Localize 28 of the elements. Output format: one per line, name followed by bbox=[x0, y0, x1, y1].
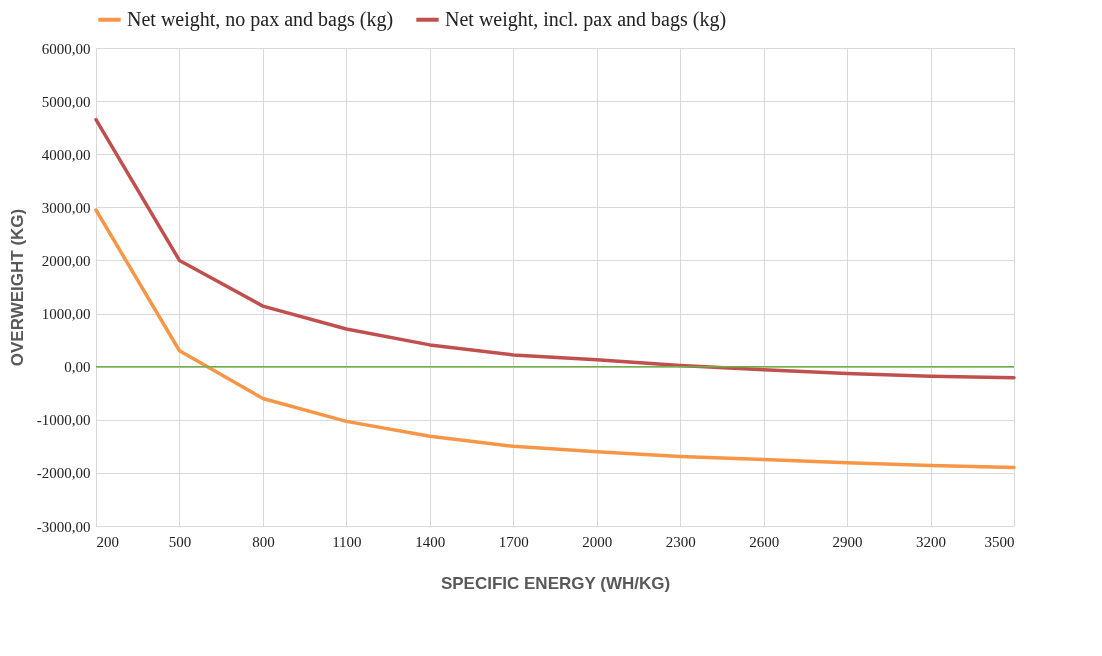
x-tick-label: 2000 bbox=[582, 533, 613, 550]
x-tick-label: 1400 bbox=[415, 533, 446, 550]
line-series bbox=[94, 117, 1016, 380]
y-tick-label: 4000,00 bbox=[41, 146, 91, 163]
x-tick-label: 200 bbox=[96, 533, 119, 550]
y-tick-label: 0,00 bbox=[64, 359, 91, 376]
y-tick-label: 5000,00 bbox=[41, 93, 91, 110]
x-tick-label: 3500 bbox=[984, 533, 1015, 550]
legend-label: Net weight, incl. pax and bags (kg) bbox=[445, 7, 727, 31]
y-tick-label: 1000,00 bbox=[41, 306, 91, 323]
x-axis-title: SPECIFIC ENERGY (WH/KG) bbox=[440, 573, 671, 593]
line-series bbox=[94, 208, 1016, 470]
x-tick-label: 1100 bbox=[332, 533, 362, 550]
x-tick-label: 500 bbox=[168, 533, 192, 550]
x-tick-label: 3200 bbox=[916, 533, 947, 550]
x-tick-label: 800 bbox=[252, 533, 275, 550]
y-tick-label: -1000,00 bbox=[36, 412, 91, 429]
legend-label: Net weight, no pax and bags (kg) bbox=[127, 7, 394, 31]
x-tick-label: 2300 bbox=[665, 533, 696, 550]
y-tick-label: 2000,00 bbox=[41, 252, 91, 269]
y-tick-label: 6000,00 bbox=[41, 40, 91, 57]
y-axis-title: OVERWEIGHT (KG) bbox=[7, 208, 27, 367]
y-tick-label: 3000,00 bbox=[41, 199, 91, 216]
x-tick-label: 2900 bbox=[832, 533, 863, 550]
x-tick-label: 1700 bbox=[498, 533, 529, 550]
y-tick-label: -3000,00 bbox=[36, 518, 91, 535]
y-tick-label: -2000,00 bbox=[36, 465, 91, 482]
x-tick-label: 2600 bbox=[749, 533, 780, 550]
